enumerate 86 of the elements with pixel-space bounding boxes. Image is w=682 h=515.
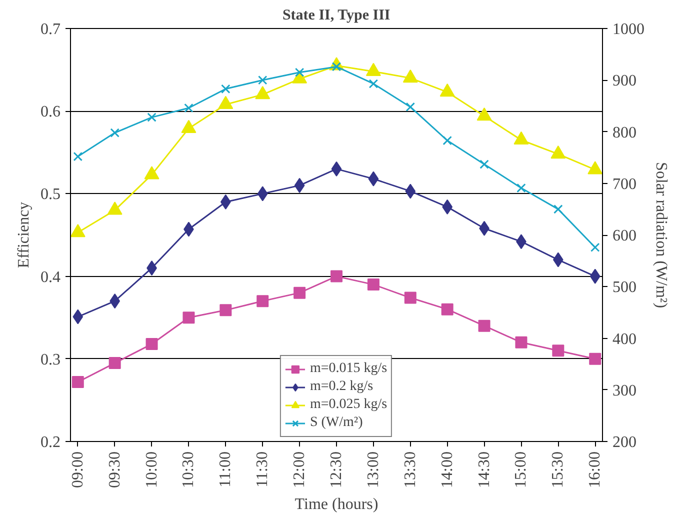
point	[590, 268, 600, 284]
point	[220, 304, 232, 316]
point	[221, 84, 230, 94]
point	[440, 84, 455, 97]
y-tick-label: 0.2	[40, 434, 60, 451]
point	[441, 303, 454, 316]
point	[331, 161, 342, 176]
x-tick-label: 15:30	[550, 451, 567, 488]
y-tick-label: 0.5	[40, 186, 60, 204]
y2-tick-label: 700	[612, 176, 636, 193]
y2-axis-title: Solar radiation (W/m²)	[652, 162, 670, 308]
x-axis-title: Time (hours)	[294, 496, 378, 513]
point	[181, 120, 196, 133]
y2-tick-label: 1000	[612, 21, 644, 38]
x-tick-label: 09:00	[69, 451, 86, 488]
point	[70, 224, 86, 238]
x-tick-label: 13:30	[402, 451, 419, 488]
x-tick-label: 09:30	[106, 451, 124, 488]
x-tick-label: 16:00	[586, 451, 604, 488]
y2-tick-label: 800	[612, 124, 636, 142]
point	[257, 186, 268, 202]
point	[110, 128, 120, 138]
point	[146, 338, 158, 350]
y-tick-label: 0.4	[40, 268, 60, 286]
point	[405, 184, 416, 199]
legend-label: S (W/m²)	[310, 414, 363, 432]
legend-label: m=0.015 kg/s	[310, 360, 388, 378]
y-tick-label: 0.6	[40, 104, 60, 121]
point	[476, 107, 492, 121]
point	[108, 357, 121, 370]
x-tick-label: 11:00	[217, 451, 234, 488]
point	[480, 160, 489, 169]
chart-title: State II, Type III	[282, 8, 390, 24]
x-tick-label: 15:00	[512, 451, 530, 488]
x-tick-label: 14:30	[476, 451, 493, 488]
point	[404, 292, 416, 304]
point	[72, 376, 84, 388]
y2-tick-label: 900	[612, 72, 636, 90]
point	[184, 103, 194, 113]
point	[256, 295, 269, 308]
y2-tick-label: 200	[612, 434, 636, 451]
point	[552, 344, 564, 357]
x-tick-label: 12:30	[328, 451, 345, 488]
point	[182, 312, 195, 324]
point	[218, 96, 234, 110]
point	[588, 161, 602, 174]
point	[589, 352, 602, 365]
point	[478, 320, 490, 332]
x-tick-label: 10:00	[143, 451, 160, 488]
point	[144, 166, 160, 180]
point	[550, 145, 566, 159]
point	[554, 204, 563, 214]
y-tick-label: 0.3	[40, 351, 60, 368]
point	[514, 131, 529, 145]
y-tick-label: 0.7	[40, 21, 60, 38]
point	[516, 183, 526, 193]
x-tick-label: 14:00	[438, 451, 456, 488]
point	[258, 75, 268, 85]
point	[73, 152, 83, 162]
y-axis-title: Efficiency	[16, 202, 32, 268]
x-tick-label: 10:30	[180, 451, 198, 488]
x-tick-label: 12:00	[291, 451, 308, 488]
point	[367, 278, 380, 291]
point	[294, 286, 306, 299]
legend-label: m=0.025 kg/s	[310, 396, 388, 414]
point	[366, 62, 381, 76]
point	[147, 112, 156, 122]
y2-tick-label: 300	[612, 382, 636, 400]
point	[107, 202, 122, 215]
point	[330, 270, 342, 282]
y2-tick-label: 400	[612, 330, 636, 348]
x-tick-label: 11:30	[254, 451, 272, 488]
y2-tick-label: 600	[612, 228, 636, 244]
point	[402, 69, 418, 83]
point	[368, 79, 378, 88]
point	[442, 136, 452, 146]
point	[590, 242, 600, 252]
point	[72, 309, 84, 324]
y2-tick-label: 500	[612, 279, 636, 296]
x-tick-label: 13:00	[364, 451, 382, 488]
point	[368, 171, 379, 186]
legend-label: m=0.2 kg/s	[310, 378, 374, 396]
point	[255, 86, 270, 100]
point	[294, 178, 305, 193]
point	[515, 336, 528, 348]
point	[406, 102, 416, 112]
